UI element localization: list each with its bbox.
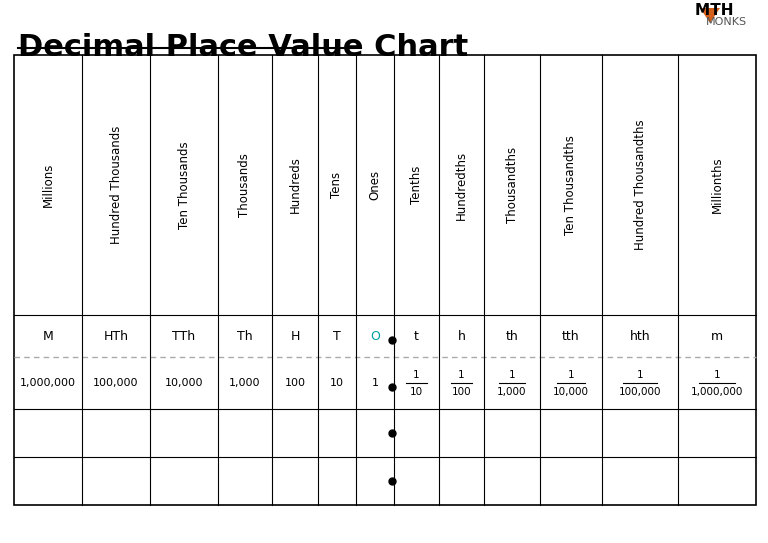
Text: H: H [290, 330, 300, 343]
Text: 1: 1 [458, 370, 465, 380]
Text: Decimal Place Value Chart: Decimal Place Value Chart [18, 33, 468, 62]
Text: 1,000: 1,000 [230, 378, 261, 388]
Text: Ten Thousands: Ten Thousands [177, 141, 190, 229]
Text: Th: Th [237, 330, 253, 343]
Text: 100,000: 100,000 [93, 378, 139, 388]
Text: 10: 10 [330, 378, 344, 388]
Text: 100,000: 100,000 [619, 387, 661, 397]
Text: Millions: Millions [41, 163, 55, 207]
Text: Tenths: Tenths [410, 166, 423, 204]
Polygon shape [700, 8, 720, 23]
Text: Tens: Tens [330, 172, 343, 198]
Text: 1: 1 [713, 370, 720, 380]
Text: Thousandths: Thousandths [505, 147, 518, 223]
Text: 1: 1 [372, 378, 379, 388]
Text: tth: tth [562, 330, 580, 343]
Text: Hundred Thousandths: Hundred Thousandths [634, 119, 647, 250]
Text: M: M [43, 330, 53, 343]
Text: T: T [333, 330, 341, 343]
Text: 1: 1 [637, 370, 644, 380]
Text: MONKS: MONKS [706, 17, 747, 27]
Text: 10,000: 10,000 [553, 387, 589, 397]
Text: 1,000,000: 1,000,000 [690, 387, 743, 397]
Text: 1: 1 [508, 370, 515, 380]
Text: 1,000,000: 1,000,000 [20, 378, 76, 388]
Text: TTh: TTh [173, 330, 196, 343]
Text: Hundred Thousands: Hundred Thousands [110, 126, 123, 244]
Text: 1: 1 [413, 370, 420, 380]
Text: Ten Thousandths: Ten Thousandths [564, 135, 578, 235]
Text: th: th [505, 330, 518, 343]
Text: Hundreds: Hundreds [289, 156, 302, 213]
Bar [14, 55, 756, 505]
Text: 10: 10 [410, 387, 423, 397]
Text: Millionths: Millionths [710, 157, 723, 213]
Text: 10,000: 10,000 [165, 378, 204, 388]
Text: O: O [370, 330, 380, 343]
Text: Ones: Ones [369, 170, 382, 200]
Text: Thousands: Thousands [239, 153, 251, 217]
Text: HTh: HTh [104, 330, 128, 343]
Text: 100: 100 [284, 378, 306, 388]
Text: 1: 1 [568, 370, 574, 380]
Text: m: m [711, 330, 723, 343]
Text: 1,000: 1,000 [497, 387, 527, 397]
Text: TH: TH [705, 3, 733, 18]
Text: Hundredths: Hundredths [455, 150, 468, 219]
Text: hth: hth [630, 330, 650, 343]
Text: h: h [458, 330, 465, 343]
Text: 100: 100 [452, 387, 472, 397]
Text: t: t [414, 330, 419, 343]
Text: M: M [695, 3, 710, 18]
